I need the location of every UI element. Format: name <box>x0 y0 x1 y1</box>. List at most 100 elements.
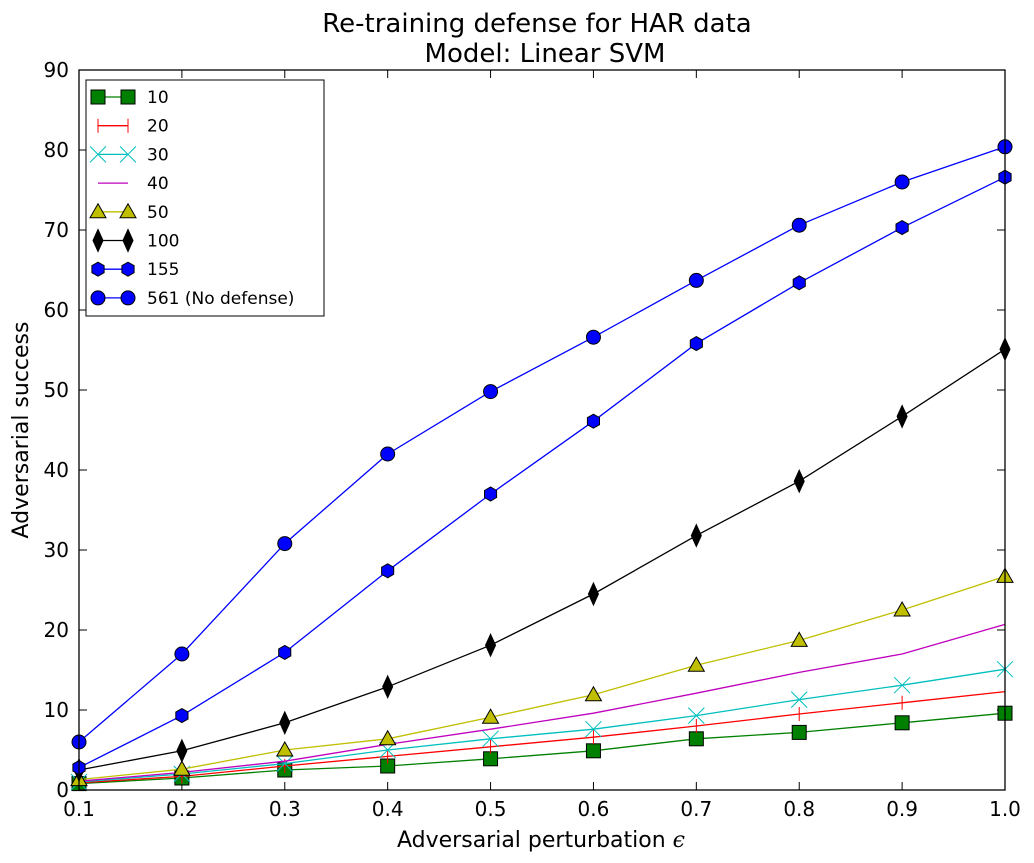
data-point <box>793 468 805 494</box>
data-point <box>91 261 105 277</box>
series-line <box>78 668 1006 783</box>
data-point <box>278 644 292 660</box>
legend-box <box>85 79 325 317</box>
legend-label: 561 (No defense) <box>147 289 294 309</box>
data-point <box>89 202 107 219</box>
legend-label: 40 <box>147 174 169 194</box>
data-point <box>279 710 291 736</box>
series-layer <box>70 139 1014 792</box>
data-point <box>173 760 191 776</box>
legend-item: 10 <box>90 88 169 108</box>
x-tick-label: 1.0 <box>989 797 1021 821</box>
data-point <box>121 261 135 277</box>
legend-item: 30 <box>89 145 169 165</box>
x-axis-label-symbol: ϵ <box>673 828 685 853</box>
y-tick-label: 50 <box>44 378 69 402</box>
data-point <box>482 730 499 748</box>
x-axis-label: Adversarial perturbation ϵ <box>397 828 685 853</box>
data-point <box>122 228 134 253</box>
legend-label: 20 <box>147 117 169 137</box>
legend: 10 20 30 40 50 100 155 561 (No defense) <box>85 79 325 317</box>
y-tick-label: 40 <box>44 458 69 482</box>
series-100 <box>73 336 1011 783</box>
data-point <box>687 656 706 672</box>
y-tick-label: 10 <box>44 698 69 722</box>
data-point <box>893 600 911 617</box>
series-line <box>78 623 1006 782</box>
chart-title: Re-training defense for HAR data <box>322 9 751 39</box>
series-line <box>78 690 1006 784</box>
data-point <box>587 581 599 607</box>
data-point <box>174 646 190 662</box>
series-561 <box>71 139 1013 750</box>
x-tick-label: 0.3 <box>269 797 301 821</box>
data-point <box>485 632 497 658</box>
data-point <box>790 691 808 708</box>
data-point <box>378 729 397 746</box>
legend-item: 20 <box>97 117 169 137</box>
y-tick-label: 70 <box>44 218 69 242</box>
y-tick-label: 60 <box>44 298 69 322</box>
data-point <box>275 740 294 757</box>
x-tick-label: 0.4 <box>372 797 404 821</box>
series-20 <box>78 684 1006 790</box>
data-point <box>90 290 106 306</box>
data-point <box>120 290 136 306</box>
legend-label: 50 <box>147 203 169 223</box>
data-point <box>894 715 910 731</box>
legend-item: 50 <box>89 202 169 223</box>
x-tick-label: 0.5 <box>475 797 507 821</box>
x-axis-label-text: Adversarial perturbation <box>397 828 666 853</box>
data-point <box>894 174 910 190</box>
data-point <box>276 755 294 772</box>
legend-label: 10 <box>147 88 169 108</box>
data-point <box>690 523 702 548</box>
x-tick-label: 0.2 <box>166 797 198 821</box>
data-point <box>483 384 499 400</box>
data-point <box>790 631 809 647</box>
plot-frame <box>78 69 1006 791</box>
series-line <box>78 176 1006 769</box>
legend-label: 155 <box>147 260 179 280</box>
data-point <box>791 724 807 740</box>
data-point <box>381 563 395 579</box>
legend-item: 100 <box>92 228 179 253</box>
series-50 <box>70 567 1014 787</box>
data-point <box>120 89 136 105</box>
x-tick-label: 0.1 <box>63 797 95 821</box>
y-tick-label: 90 <box>44 58 69 82</box>
axes: 0.1 0.2 0.3 0.4 0.5 0.6 0.7 0.8 0.9 1.0 0 10 20 30 40 5… <box>44 58 1021 821</box>
legend-label: 30 <box>147 145 169 165</box>
data-point <box>119 202 137 219</box>
data-point <box>585 720 602 738</box>
series-155 <box>72 169 1012 776</box>
data-point <box>689 336 703 352</box>
legend-item: 561 (No defense) <box>90 289 294 309</box>
x-tick-label: 0.9 <box>886 797 918 821</box>
series-line <box>78 348 1006 771</box>
data-point <box>92 228 104 253</box>
series-line <box>78 146 1006 743</box>
series-10 <box>71 705 1013 792</box>
x-tick-label: 0.8 <box>783 797 815 821</box>
data-point <box>382 674 394 700</box>
legend-item: 40 <box>98 174 169 194</box>
data-point <box>791 217 807 233</box>
data-point <box>481 708 500 724</box>
data-point <box>119 146 137 163</box>
y-tick-label: 20 <box>44 618 69 642</box>
series-line <box>78 575 1006 781</box>
data-point <box>895 220 909 236</box>
chart-subtitle: Model: Linear SVM <box>425 39 666 69</box>
data-point <box>585 329 601 345</box>
data-point <box>175 708 189 724</box>
legend-label: 100 <box>147 232 179 252</box>
data-point <box>176 738 188 764</box>
legend-item: 155 <box>91 260 179 280</box>
data-point <box>277 536 293 552</box>
data-point <box>89 146 107 163</box>
x-tick-label: 0.6 <box>578 797 610 821</box>
data-point <box>893 676 911 694</box>
y-tick-label: 0 <box>56 778 69 802</box>
